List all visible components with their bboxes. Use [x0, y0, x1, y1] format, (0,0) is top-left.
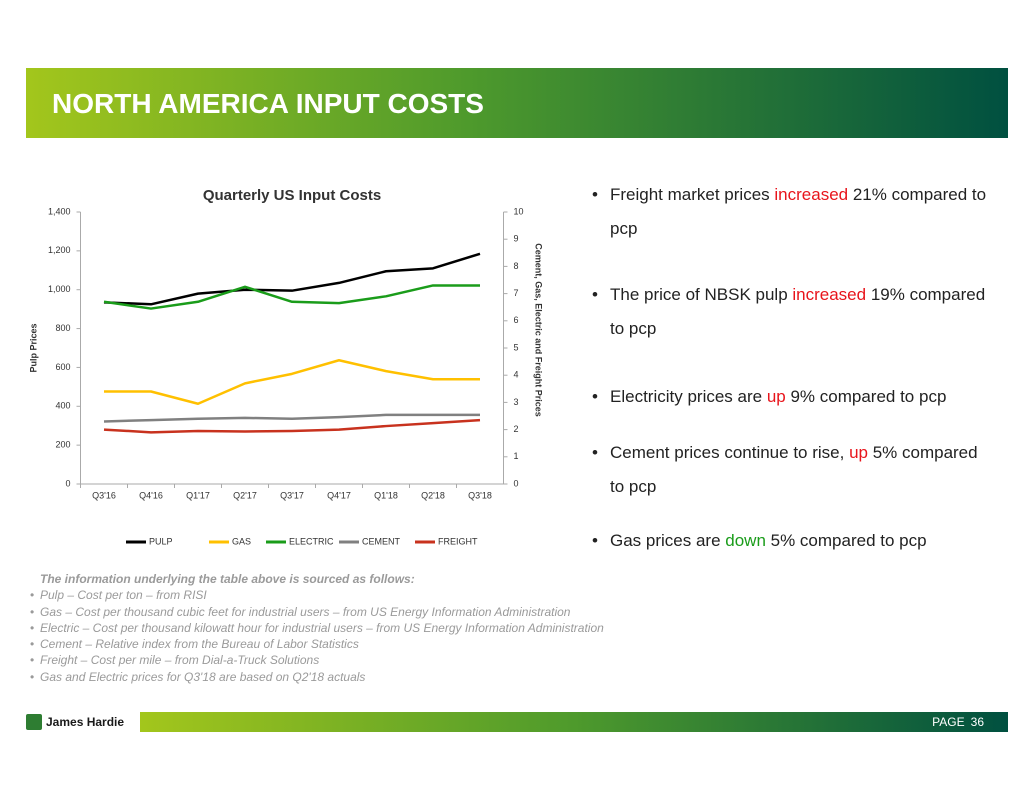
notes-heading: The information underlying the table abo…	[40, 572, 415, 586]
bullet-text: 5% compared to pcp	[765, 531, 927, 550]
page-word: PAGE	[932, 715, 965, 729]
x-tick-label: Q2'17	[233, 490, 257, 500]
bullet-text: Cement prices continue to rise,	[610, 443, 850, 462]
bullet-text: 19% compared to pcp	[610, 285, 986, 338]
y2-tick-label: 0	[514, 478, 519, 488]
x-tick-label: Q4'16	[139, 490, 163, 500]
y2-tick-label: 3	[514, 397, 519, 407]
note-line: Gas and Electric prices for Q3'18 are ba…	[30, 669, 604, 686]
series-line	[103, 284, 480, 310]
bullet: Freight market prices increased 21% comp…	[592, 178, 992, 246]
y2-tick-label: 10	[514, 206, 524, 216]
logo-text: James Hardie	[46, 715, 125, 729]
legend-label: GAS	[232, 536, 251, 546]
x-tick-label: Q2'18	[421, 490, 445, 500]
x-tick-label: Q3'16	[92, 490, 116, 500]
x-tick-label: Q4'17	[327, 490, 351, 500]
bullet-text: The price of NBSK pulp	[610, 285, 793, 304]
y-tick-label: 800	[55, 323, 70, 333]
y2-axis-title: Cement, Gas, Electric and Freight Prices	[534, 243, 544, 417]
y-axis-title: Pulp Prices	[28, 323, 38, 372]
bullet-text: Electricity prices are	[610, 387, 767, 406]
legend-label: ELECTRIC	[289, 536, 334, 546]
footer-band	[140, 712, 1008, 732]
y-tick-label: 200	[55, 440, 70, 450]
series-line	[104, 358, 480, 406]
series-line	[103, 252, 481, 306]
y2-tick-label: 7	[514, 288, 519, 298]
y2-tick-label: 5	[514, 342, 519, 352]
y-tick-label: 600	[55, 362, 70, 372]
highlight-word: increased	[774, 185, 849, 204]
bullet: Gas prices are down 5% compared to pcp	[592, 524, 927, 558]
bullet: Cement prices continue to rise, up 5% co…	[592, 436, 992, 504]
y2-tick-label: 8	[514, 261, 519, 271]
page-label: PAGE 36	[926, 715, 984, 729]
y2-tick-label: 6	[514, 315, 519, 325]
slide-title: NORTH AMERICA INPUT COSTS	[52, 88, 484, 119]
x-tick-label: Q3'18	[468, 490, 492, 500]
x-tick-label: Q1'18	[374, 490, 398, 500]
legend-label: PULP	[149, 536, 173, 546]
highlight-word: increased	[792, 285, 867, 304]
bullet-text: 5% compared to pcp	[610, 443, 978, 496]
y-tick-label: 1,200	[48, 245, 71, 255]
bullet: Electricity prices are up 9% compared to…	[592, 380, 946, 414]
note-line: Freight – Cost per mile – from Dial-a-Tr…	[30, 652, 604, 669]
highlight-word: up	[849, 443, 868, 462]
note-line: Cement – Relative index from the Bureau …	[30, 636, 604, 653]
series-line	[103, 413, 480, 423]
bullet-text: Freight market prices	[610, 185, 775, 204]
note-line: Pulp – Cost per ton – from RISI	[30, 587, 604, 604]
source-notes: The information underlying the table abo…	[30, 571, 604, 685]
bullet-text: 9% compared to pcp	[785, 387, 947, 406]
y2-tick-label: 2	[514, 424, 519, 434]
logo: James Hardie	[26, 712, 124, 732]
x-tick-label: Q1'17	[186, 490, 210, 500]
y-tick-label: 1,400	[48, 206, 71, 216]
chart: Quarterly US Input Costs 0 200 400 600 800 1,0…	[28, 187, 544, 546]
x-tick-label: Q3'17	[280, 490, 304, 500]
bullet-text: 21% compared to pcp	[610, 185, 987, 238]
y-tick-label: 0	[65, 478, 70, 488]
chart-title: Quarterly US Input Costs	[203, 187, 381, 204]
bullet: The price of NBSK pulp increased 19% com…	[592, 278, 992, 346]
y2-tick-label: 9	[514, 234, 519, 244]
bullet-text: Gas prices are	[610, 531, 726, 550]
legend-label: FREIGHT	[438, 536, 478, 546]
legend-label: CEMENT	[362, 536, 401, 546]
logo-icon	[26, 714, 42, 730]
note-line: Gas – Cost per thousand cubic feet for i…	[30, 604, 604, 621]
y-tick-label: 1,000	[48, 284, 71, 294]
y-tick-label: 400	[55, 401, 70, 411]
page-number: 36	[970, 715, 984, 729]
series-line	[103, 418, 481, 434]
y2-tick-label: 4	[514, 370, 519, 380]
highlight-word: down	[725, 531, 766, 550]
highlight-word: up	[766, 387, 786, 406]
header-band: NORTH AMERICA INPUT COSTS	[26, 68, 1008, 138]
y2-tick-label: 1	[514, 451, 519, 461]
note-line: Electric – Cost per thousand kilowatt ho…	[30, 620, 604, 637]
